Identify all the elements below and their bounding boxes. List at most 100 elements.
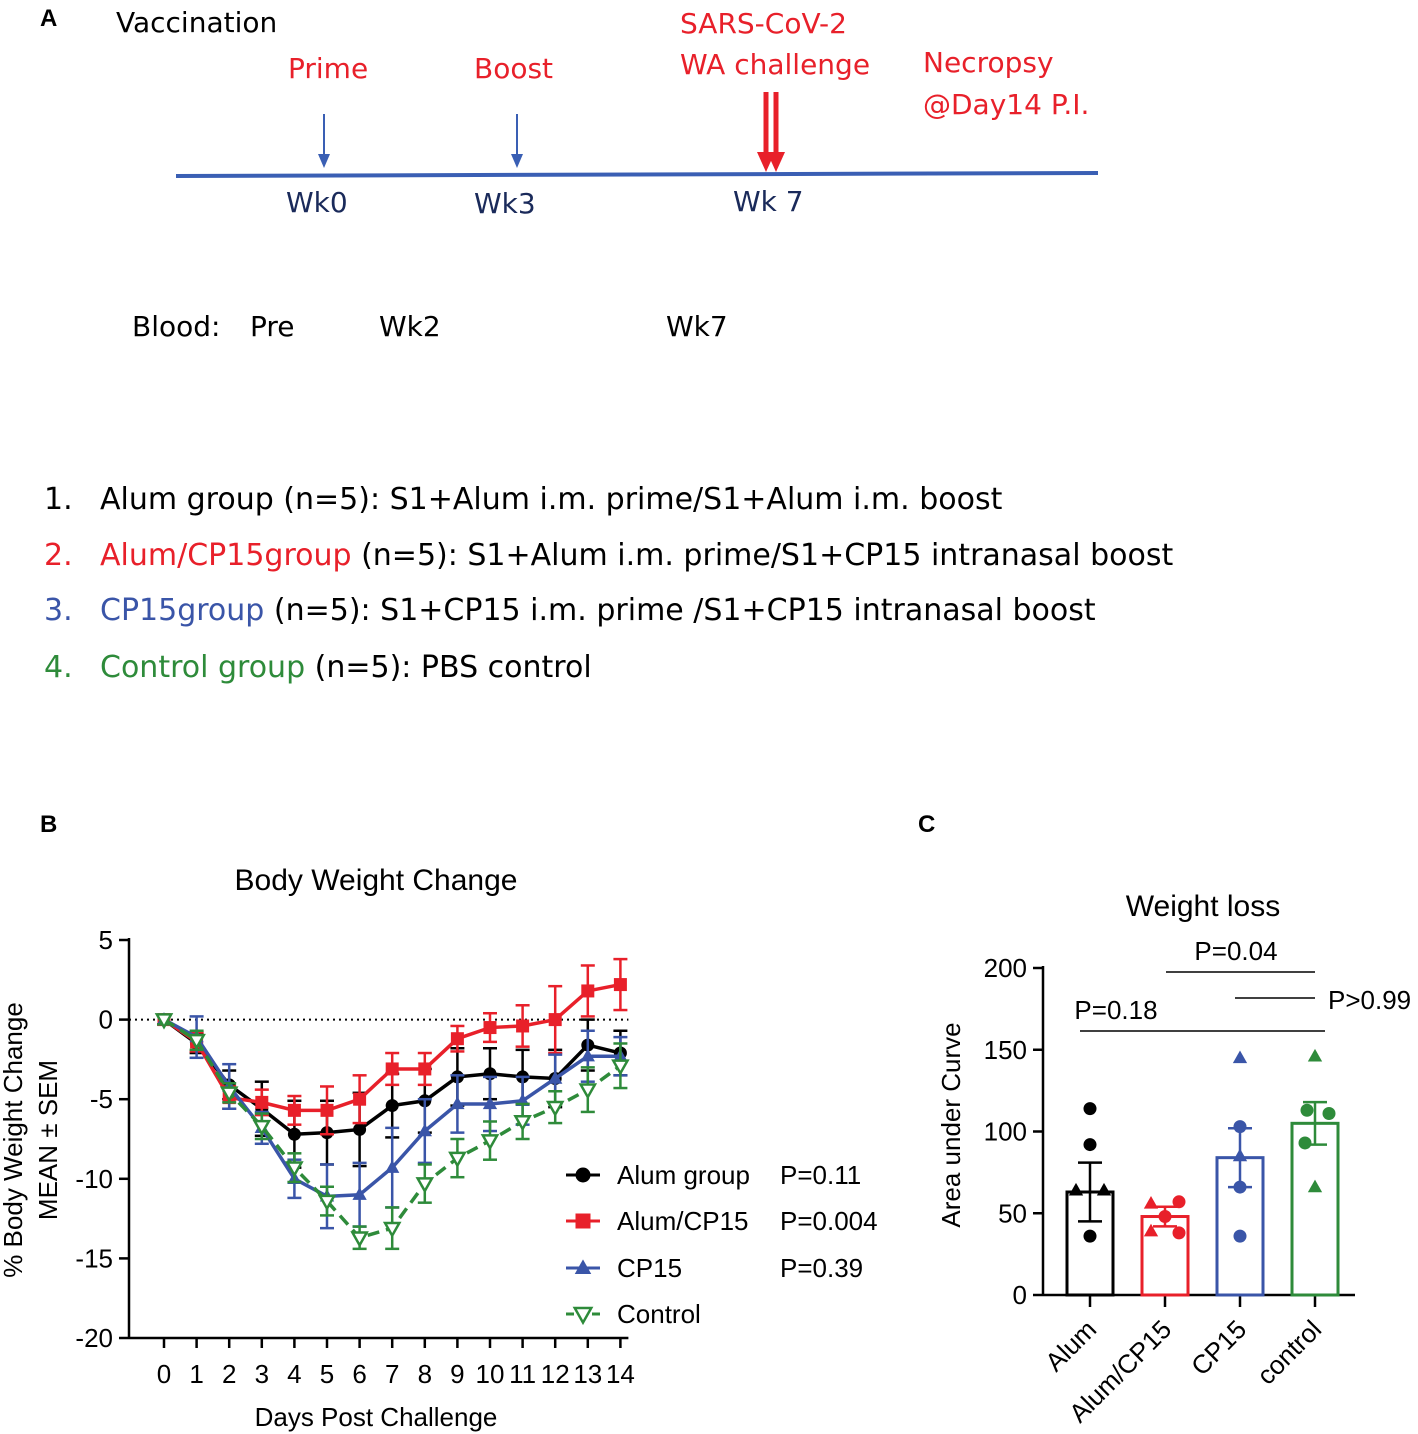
y-tick-label: 100 bbox=[984, 1117, 1027, 1147]
legend-marker bbox=[575, 1167, 591, 1183]
challenge-label-line1: SARS-CoV-2 bbox=[680, 7, 847, 40]
y-tick-label: 200 bbox=[984, 953, 1027, 983]
panel-c-label: C bbox=[918, 811, 935, 838]
data-point bbox=[1233, 1229, 1247, 1243]
x-tick-label: 3 bbox=[255, 1359, 269, 1389]
x-tick-label: 7 bbox=[385, 1359, 399, 1389]
data-point bbox=[1300, 1103, 1314, 1117]
series-control bbox=[154, 1013, 630, 1251]
x-tick-label: 6 bbox=[352, 1359, 366, 1389]
comparison-label: P=0.18 bbox=[1074, 995, 1157, 1025]
data-point bbox=[353, 1092, 367, 1106]
x-tick-label: 1 bbox=[189, 1359, 203, 1389]
x-tick-label: 14 bbox=[606, 1359, 635, 1389]
comparison: P=0.18 bbox=[1074, 995, 1325, 1032]
data-point bbox=[548, 1071, 563, 1084]
blood-time-wk2: Wk2 bbox=[379, 310, 441, 343]
comparison: P=0.04 bbox=[1166, 936, 1315, 973]
data-point bbox=[154, 1013, 174, 1030]
data-point bbox=[1232, 1148, 1248, 1162]
y-tick-label: -15 bbox=[75, 1243, 113, 1273]
data-point bbox=[187, 1033, 206, 1051]
y-tick-label: -10 bbox=[75, 1164, 113, 1194]
panel-b: B Body Weight Change 50-5-10-15-200 1 2 3 4 5… bbox=[0, 811, 878, 1432]
x-tick-label: 0 bbox=[157, 1359, 171, 1389]
data-point bbox=[1172, 1226, 1186, 1240]
necropsy-label-line1: Necropsy bbox=[923, 46, 1054, 79]
data-point bbox=[480, 1134, 500, 1151]
blood-label: Blood: bbox=[132, 310, 220, 343]
x-tick-label: control bbox=[1251, 1314, 1327, 1390]
data-point bbox=[1083, 1138, 1097, 1152]
panel-a-label: A bbox=[40, 5, 57, 32]
bar-group-alum-cp15 bbox=[1140, 1195, 1190, 1297]
data-point bbox=[580, 1048, 595, 1062]
legend-item: Alum group P=0.11 bbox=[566, 1160, 861, 1190]
week-label-3: Wk3 bbox=[474, 187, 536, 220]
data-point bbox=[317, 1194, 337, 1212]
data-point bbox=[613, 978, 627, 992]
data-point bbox=[581, 984, 595, 998]
blood-time-pre: Pre bbox=[250, 310, 295, 343]
group-item-2: 2. Alum/CP15group (n=5): S1+Alum i.m. pr… bbox=[44, 538, 1173, 573]
blood-time-wk7: Wk7 bbox=[666, 310, 728, 343]
data-point bbox=[448, 1151, 467, 1169]
data-point bbox=[252, 1119, 272, 1137]
chart-c-comparisons: P=0.04 P>0.99 P=0.18 bbox=[1074, 936, 1411, 1032]
vaccination-label: Vaccination bbox=[116, 6, 277, 39]
data-point bbox=[450, 1096, 465, 1110]
chart-b-xlabel: Days Post Challenge bbox=[255, 1402, 498, 1432]
y-tick-label: 5 bbox=[99, 925, 113, 955]
y-tick-label: 0 bbox=[1013, 1280, 1027, 1310]
data-point bbox=[611, 1059, 630, 1076]
chart-c-title: Weight loss bbox=[1126, 890, 1281, 923]
data-point bbox=[483, 1021, 497, 1035]
data-point bbox=[219, 1086, 239, 1103]
data-point bbox=[350, 1231, 369, 1248]
data-point bbox=[548, 1013, 562, 1027]
legend-marker bbox=[574, 1259, 592, 1274]
x-tick-label: 11 bbox=[509, 1359, 536, 1389]
data-point bbox=[385, 1062, 399, 1076]
data-point bbox=[320, 1103, 334, 1117]
x-tick-label: 12 bbox=[541, 1359, 570, 1389]
x-tick-label: 10 bbox=[476, 1359, 505, 1389]
data-point bbox=[1233, 1120, 1247, 1134]
group-item-3: 3. CP15group (n=5): S1+CP15 i.m. prime /… bbox=[44, 593, 1096, 628]
bar bbox=[1290, 1121, 1340, 1297]
panel-b-label: B bbox=[40, 811, 57, 838]
x-tick-label: 2 bbox=[222, 1359, 236, 1389]
legend-marker bbox=[572, 1306, 594, 1326]
data-point bbox=[1172, 1195, 1186, 1209]
legend-item: Alum/CP15 P=0.004 bbox=[566, 1206, 878, 1236]
panel-a: A Vaccination Prime Boost SARS-CoV-2 WA … bbox=[40, 5, 1173, 685]
x-tick-label: Alum bbox=[1039, 1314, 1102, 1377]
data-point bbox=[352, 1187, 367, 1200]
data-point bbox=[415, 1177, 435, 1194]
chart-c-ylabel: Area under Curve bbox=[936, 1022, 966, 1227]
data-point bbox=[287, 1127, 301, 1141]
timeline-axis bbox=[175, 171, 1099, 178]
y-tick-label: -20 bbox=[75, 1323, 113, 1353]
group-item-1: 1. Alum group (n=5): S1+Alum i.m. prime/… bbox=[44, 482, 1003, 517]
group-item-4: 4. Control group (n=5): PBS control bbox=[44, 650, 592, 685]
necropsy-label-line2: @Day14 P.I. bbox=[923, 88, 1089, 121]
data-point bbox=[1307, 1048, 1323, 1062]
data-point bbox=[1298, 1136, 1312, 1150]
data-point bbox=[417, 1123, 432, 1137]
data-point bbox=[545, 1100, 565, 1118]
chart-b-title: Body Weight Change bbox=[235, 864, 518, 897]
legend-label: CP15 bbox=[617, 1253, 682, 1283]
data-point bbox=[385, 1160, 400, 1173]
data-point bbox=[513, 1115, 532, 1132]
y-tick-label: 150 bbox=[984, 1035, 1027, 1065]
comparison-label: P=0.04 bbox=[1194, 936, 1277, 966]
challenge-label-line2: WA challenge bbox=[680, 48, 870, 81]
bar-group-alum bbox=[1065, 1102, 1115, 1297]
legend-item: CP15 P=0.39 bbox=[566, 1253, 863, 1283]
legend-pvalue: P=0.004 bbox=[780, 1206, 878, 1236]
boost-label: Boost bbox=[474, 52, 553, 85]
boost-arrow-icon bbox=[511, 114, 523, 168]
data-point bbox=[1307, 1179, 1323, 1193]
bar-group-control bbox=[1290, 1048, 1340, 1297]
